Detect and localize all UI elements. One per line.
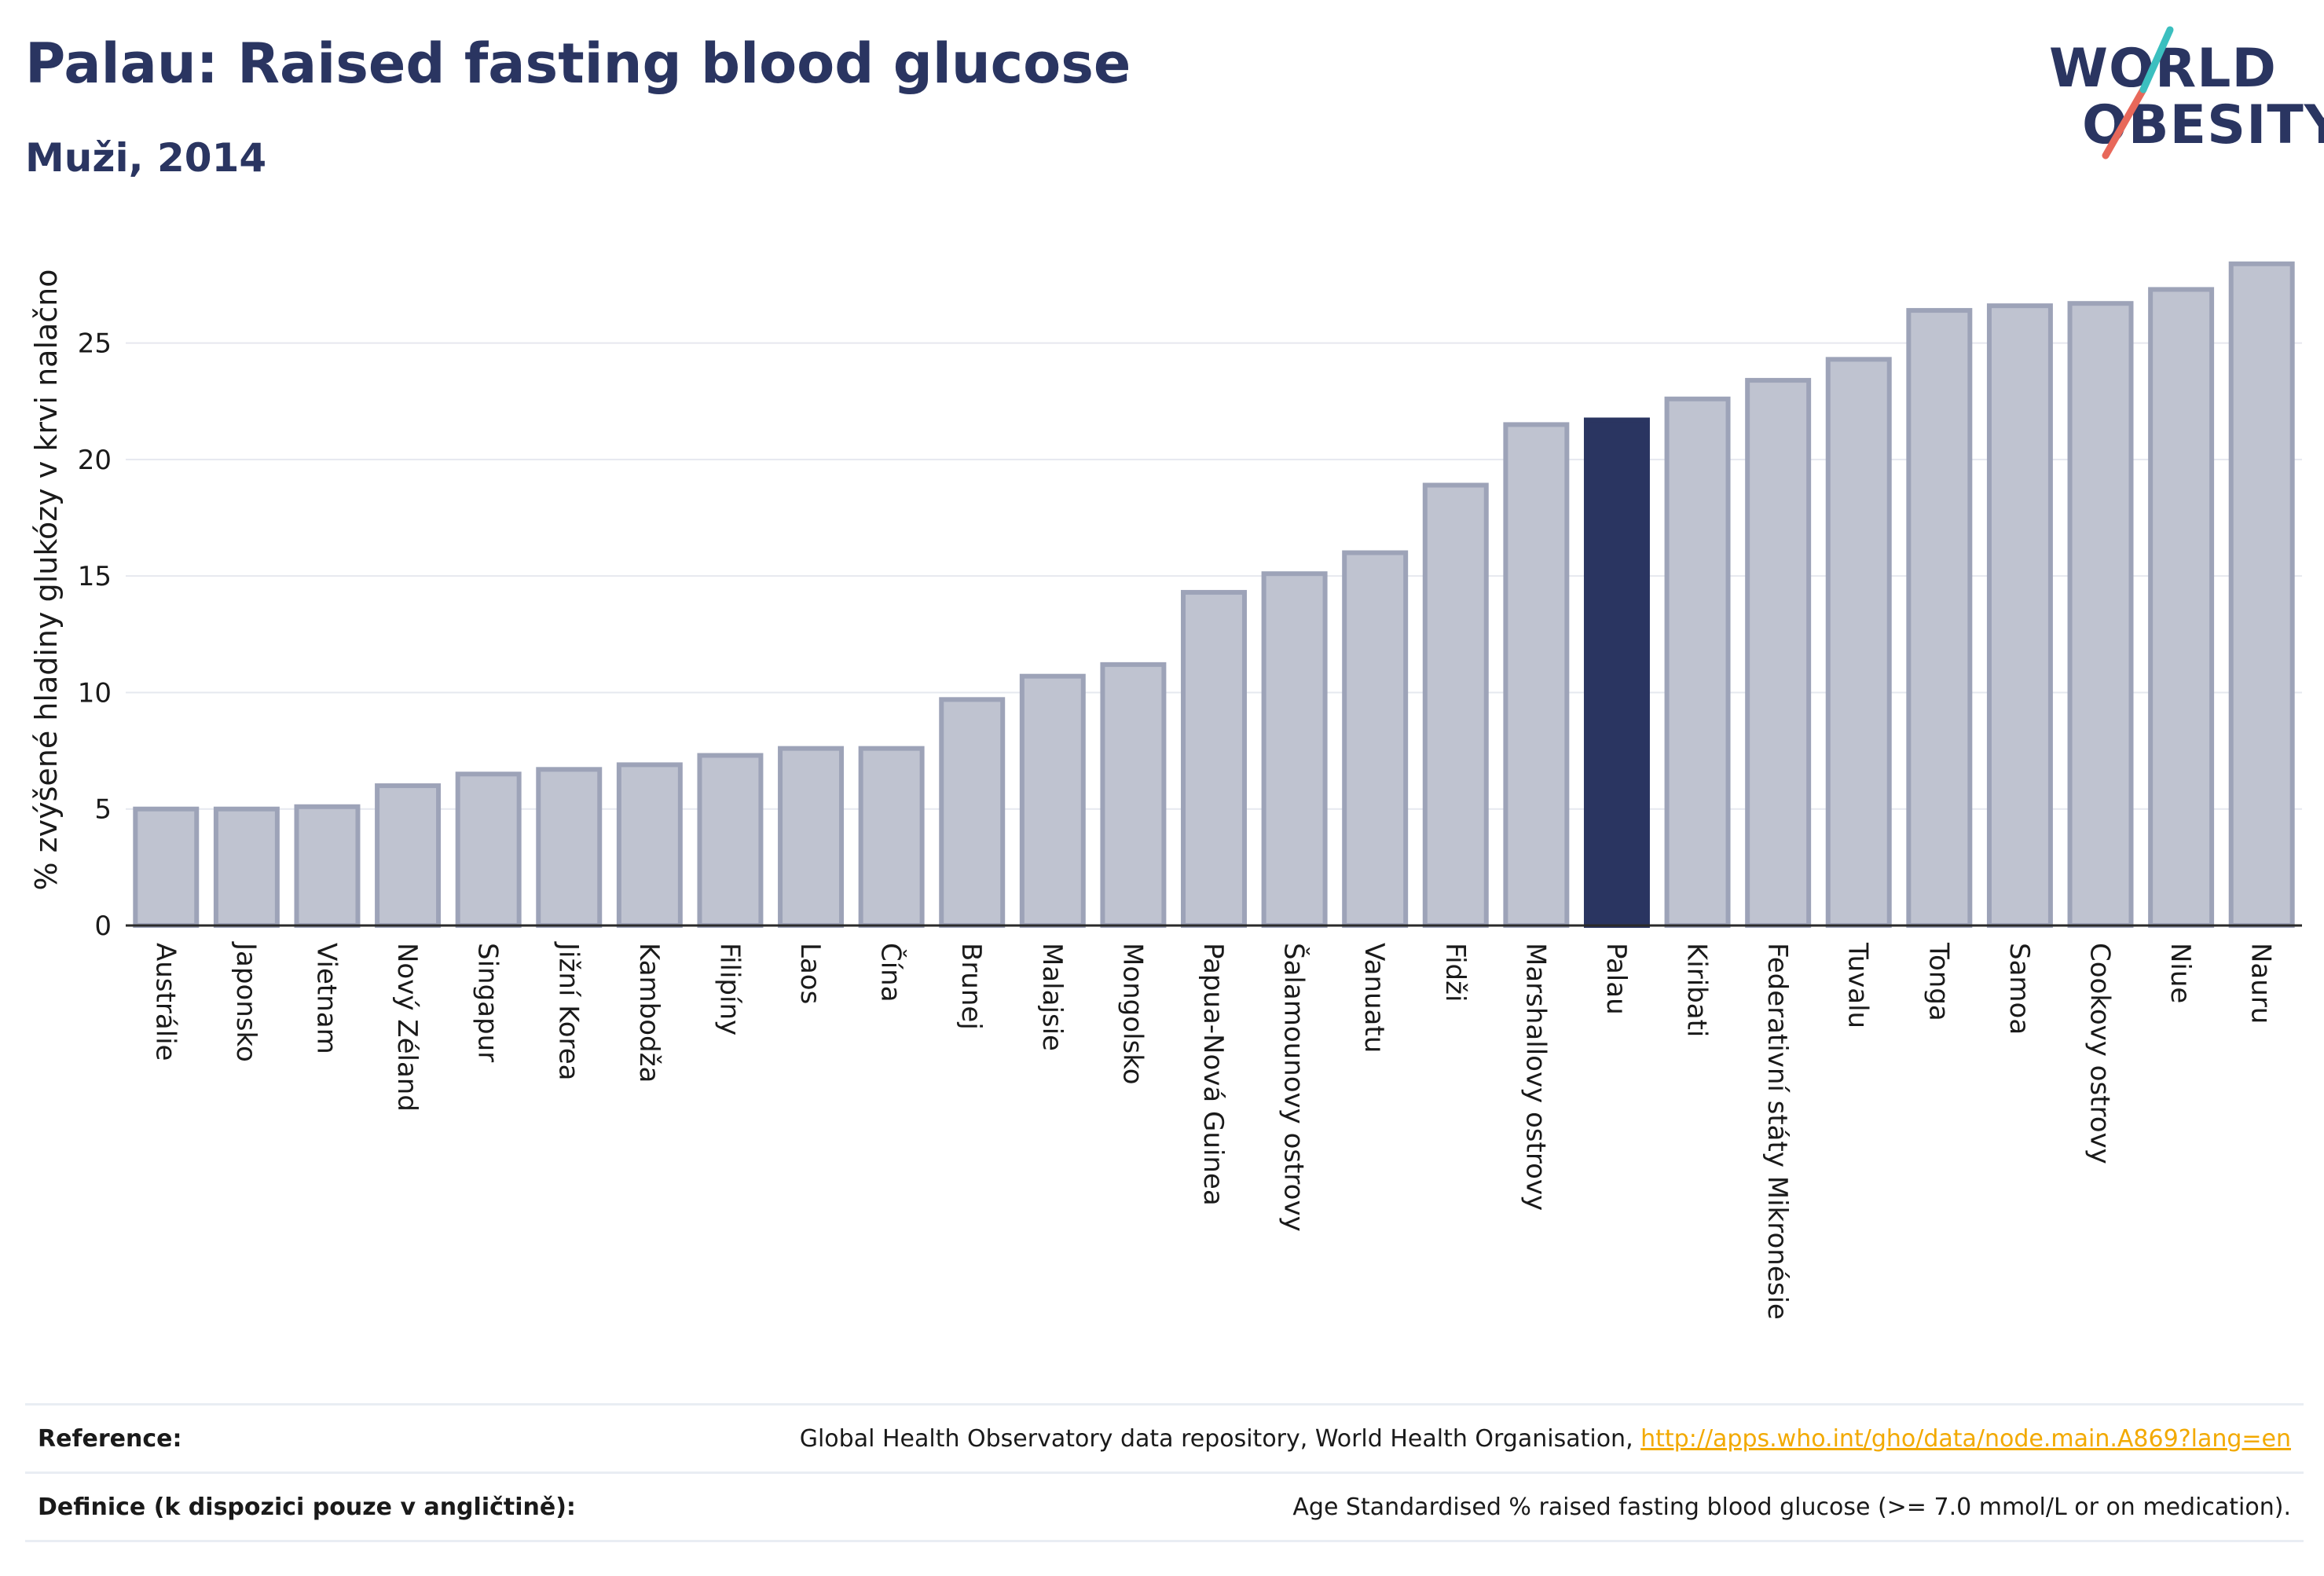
chart-subtitle: Muži, 2014 — [25, 135, 267, 181]
y-tick-label: 15 — [78, 561, 112, 592]
x-tick-label: Papua-Nová Guinea — [1197, 943, 1229, 1206]
bar-10[interactable] — [939, 697, 1006, 929]
x-tick-label: Šalamounovy ostrovy — [1278, 943, 1310, 1232]
x-tick-label: Federativní státy Mikronésie — [1761, 943, 1793, 1320]
bar-1[interactable] — [213, 806, 280, 928]
reference-label: Reference: — [38, 1424, 182, 1453]
x-tick-label: Nový Zéland — [391, 943, 423, 1112]
bar-25[interactable] — [2148, 287, 2215, 928]
bar-14[interactable] — [1261, 571, 1328, 928]
reference-link[interactable]: http://apps.who.int/gho/data/node.main.A… — [1640, 1424, 2291, 1453]
reference-text: Global Health Observatory data repositor… — [799, 1424, 1641, 1453]
bar-17[interactable] — [1503, 422, 1570, 928]
x-tick-label: Kiribati — [1681, 943, 1713, 1037]
y-axis-ticks: 0 5 10 15 20 25 — [78, 328, 112, 942]
y-axis-label: % zvýšené hladiny glukózy v krvi nalačno — [29, 269, 64, 890]
bar-26[interactable] — [2228, 261, 2295, 928]
x-tick-label: Japonsko — [230, 941, 262, 1062]
x-axis-ticks: Austrálie Japonsko Vietnam Nový Zéland Singa… — [149, 941, 2276, 1320]
x-tick-label: Fidži — [1439, 943, 1471, 1002]
bar-3[interactable] — [375, 783, 442, 928]
bar-5[interactable] — [536, 767, 603, 929]
bar-15[interactable] — [1342, 550, 1409, 928]
y-tick-label: 5 — [94, 794, 112, 826]
y-tick-label: 20 — [78, 445, 112, 476]
reference-value: Global Health Observatory data repositor… — [800, 1425, 2291, 1453]
x-tick-label: Laos — [794, 943, 826, 1004]
y-tick-label: 0 — [94, 911, 112, 942]
x-tick-label: Tonga — [1923, 942, 1954, 1021]
bar-20[interactable] — [1745, 378, 1812, 928]
y-tick-label: 25 — [78, 328, 112, 360]
bar-8[interactable] — [778, 746, 845, 928]
x-tick-label: Vanuatu — [1358, 943, 1390, 1053]
x-tick-label: Kambodža — [633, 943, 665, 1083]
bar-13[interactable] — [1181, 589, 1247, 928]
bar-12[interactable] — [1100, 662, 1167, 928]
x-tick-label: Vietnam — [310, 943, 342, 1054]
bar-chart: 0 5 10 15 20 25 Austrálie Japonsko Vietnam Nový … — [29, 261, 2302, 1320]
x-tick-label: Cookovy ostrovy — [2084, 943, 2116, 1164]
x-tick-label: Austrálie — [149, 943, 181, 1061]
x-tick-label: Niue — [2165, 943, 2196, 1003]
x-tick-label: Čína — [875, 943, 907, 1002]
x-tick-label: Jižní Korea — [552, 941, 584, 1081]
x-tick-label: Filipíny — [713, 943, 745, 1035]
x-tick-label: Mongolsko — [1116, 943, 1148, 1085]
x-tick-label: Nauru — [2245, 943, 2277, 1024]
chart-title: Palau: Raised fasting blood glucose — [25, 31, 1131, 96]
bar-21[interactable] — [1825, 357, 1892, 928]
bar-6[interactable] — [616, 762, 683, 929]
bar-22[interactable] — [1906, 308, 1973, 928]
bar-19[interactable] — [1664, 396, 1731, 928]
bar-23[interactable] — [1986, 303, 2053, 928]
x-tick-label: Palau — [1600, 943, 1632, 1015]
definition-label: Definice (k dispozici pouze v angličtině… — [38, 1493, 576, 1521]
y-tick-label: 10 — [78, 677, 112, 709]
bars — [133, 261, 2295, 929]
world-obesity-logo: WORLD OBESITY — [2043, 24, 2324, 165]
bar-9[interactable] — [858, 746, 925, 928]
footer: Reference: Global Health Observatory dat… — [25, 1403, 2304, 1542]
x-tick-label: Marshallovy ostrovy — [1519, 943, 1551, 1211]
x-tick-label: Malajsie — [1036, 943, 1068, 1051]
definition-row: Definice (k dispozici pouze v angličtině… — [25, 1474, 2304, 1542]
bar-16[interactable] — [1422, 482, 1489, 928]
bar-2[interactable] — [294, 804, 361, 929]
bar-11[interactable] — [1019, 673, 1086, 928]
bar-24[interactable] — [2067, 301, 2134, 928]
reference-row: Reference: Global Health Observatory dat… — [25, 1406, 2304, 1474]
bar-4[interactable] — [455, 772, 522, 929]
bar-0[interactable] — [133, 806, 200, 928]
x-tick-label: Samoa — [2003, 943, 2035, 1035]
logo-slash-icon — [2102, 26, 2174, 159]
x-tick-label: Tuvalu — [1842, 942, 1874, 1028]
definition-text: Age Standardised % raised fasting blood … — [1292, 1493, 2291, 1521]
bar-18[interactable] — [1583, 417, 1650, 928]
bar-7[interactable] — [697, 753, 764, 928]
x-tick-label: Brunej — [955, 943, 987, 1030]
x-tick-label: Singapur — [472, 943, 504, 1062]
